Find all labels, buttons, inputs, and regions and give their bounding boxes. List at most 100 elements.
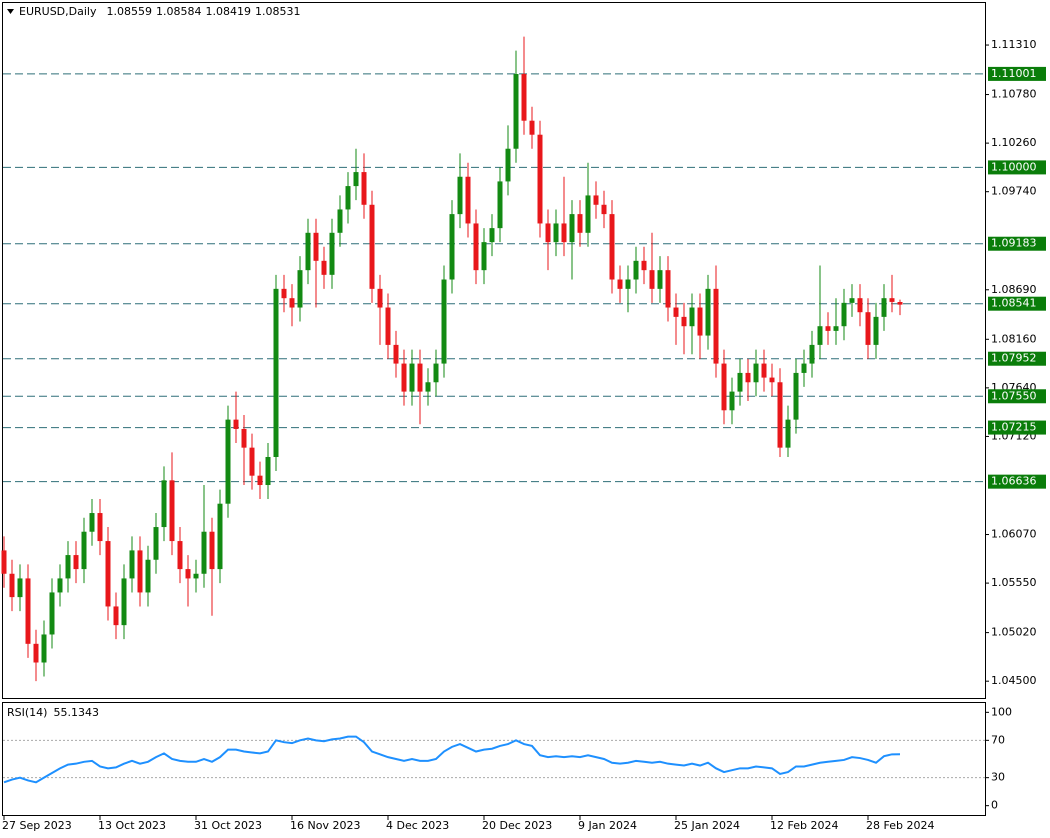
level-label: 1.06636 [991, 475, 1037, 488]
candle-body [473, 223, 479, 271]
candle-body [825, 326, 831, 331]
candle-body [585, 195, 591, 233]
level-label-box [988, 389, 1046, 404]
y-tick-label: 100 [991, 705, 1012, 718]
candle-body [153, 527, 159, 560]
candle-body [337, 209, 343, 233]
candle-body [545, 223, 551, 243]
candle-body [665, 270, 671, 308]
candle-body [361, 172, 367, 205]
candle-body [449, 214, 455, 280]
candle-body [889, 298, 895, 302]
candle-body [761, 363, 767, 378]
candle-body [857, 298, 863, 313]
y-tick-label: 30 [991, 771, 1005, 784]
y-tick-label: 1.11310 [991, 38, 1037, 51]
symbol: EURUSD,Daily [19, 5, 97, 18]
candle-body [249, 447, 255, 476]
candle-body [801, 363, 807, 373]
last-high: 1.08584 [156, 5, 202, 18]
candle-body [833, 326, 839, 331]
candle-body [681, 316, 687, 327]
candle-body [49, 592, 55, 635]
candle-body [129, 550, 135, 579]
candle-body [369, 204, 375, 289]
x-tick-label: 25 Jan 2024 [674, 819, 740, 832]
candle-body [41, 634, 47, 663]
x-tick-label: 27 Sep 2023 [2, 819, 72, 832]
candle-body [65, 555, 71, 579]
candle-body [601, 204, 607, 215]
candle-body [161, 480, 167, 528]
candle-body [177, 541, 183, 570]
candle-body [297, 270, 303, 308]
candle-body [673, 307, 679, 317]
candle-body [385, 307, 391, 345]
candle-body [465, 176, 471, 224]
candle-body [193, 573, 199, 579]
candle-body [305, 232, 311, 271]
candle-body [321, 260, 327, 275]
y-tick-label: 70 [991, 733, 1005, 746]
candle-body [281, 288, 287, 299]
candle-body [817, 326, 823, 345]
candle-body [81, 531, 87, 570]
candle-body [609, 214, 615, 280]
candle-body [289, 298, 295, 308]
candle-body [737, 372, 743, 392]
candle-body [137, 550, 143, 593]
y-tick-label: 1.05550 [991, 576, 1037, 589]
menu-arrow[interactable] [7, 9, 14, 14]
candle-body [649, 270, 655, 289]
y-tick-label: 1.05020 [991, 626, 1037, 639]
candle-body [785, 419, 791, 448]
y-tick-label: 1.10780 [991, 88, 1037, 101]
candle-body [489, 228, 495, 243]
level-label: 1.09183 [991, 237, 1037, 250]
candle-body [417, 363, 423, 392]
candle-body [537, 134, 543, 224]
candle-body [441, 279, 447, 364]
candle-body [777, 382, 783, 448]
y-tick-label: 1.06070 [991, 528, 1037, 541]
candle-body [625, 279, 631, 289]
candle-body [729, 391, 735, 411]
candle-body [529, 120, 535, 135]
rsi-name: RSI(14) [7, 706, 47, 719]
last-close: 1.08531 [255, 5, 301, 18]
candle-body [401, 363, 407, 392]
candle-body [745, 372, 751, 383]
level-label-box [988, 474, 1046, 489]
candle-body [641, 260, 647, 271]
candle-body [377, 288, 383, 308]
level-label-box [988, 160, 1046, 175]
y-tick-label: 1.09740 [991, 185, 1037, 198]
candle-body [353, 172, 359, 187]
candle-body [633, 260, 639, 280]
y-tick-label: 1.08690 [991, 283, 1037, 296]
candle-body [553, 223, 559, 243]
y-tick-label: 1.04500 [991, 674, 1037, 687]
candle-body [265, 456, 271, 486]
candle-body [457, 176, 463, 215]
rsi-line [3, 735, 901, 784]
candle-body [481, 242, 487, 271]
candle-body [769, 377, 775, 383]
candle-body [33, 643, 39, 663]
candle-body [209, 531, 215, 570]
candle-body [121, 578, 127, 626]
candle-body [345, 186, 351, 210]
candle-body [697, 307, 703, 336]
candle-body [393, 344, 399, 364]
candle-body [425, 382, 431, 392]
candle-body [521, 73, 527, 121]
candle-body [97, 513, 103, 542]
candle-body [25, 578, 31, 644]
candle-body [409, 363, 415, 392]
candle-body [217, 503, 223, 570]
candle-body [17, 578, 23, 598]
x-tick-label: 4 Dec 2023 [386, 819, 449, 832]
x-tick-label: 28 Feb 2024 [866, 819, 934, 832]
candle-body [145, 559, 151, 593]
